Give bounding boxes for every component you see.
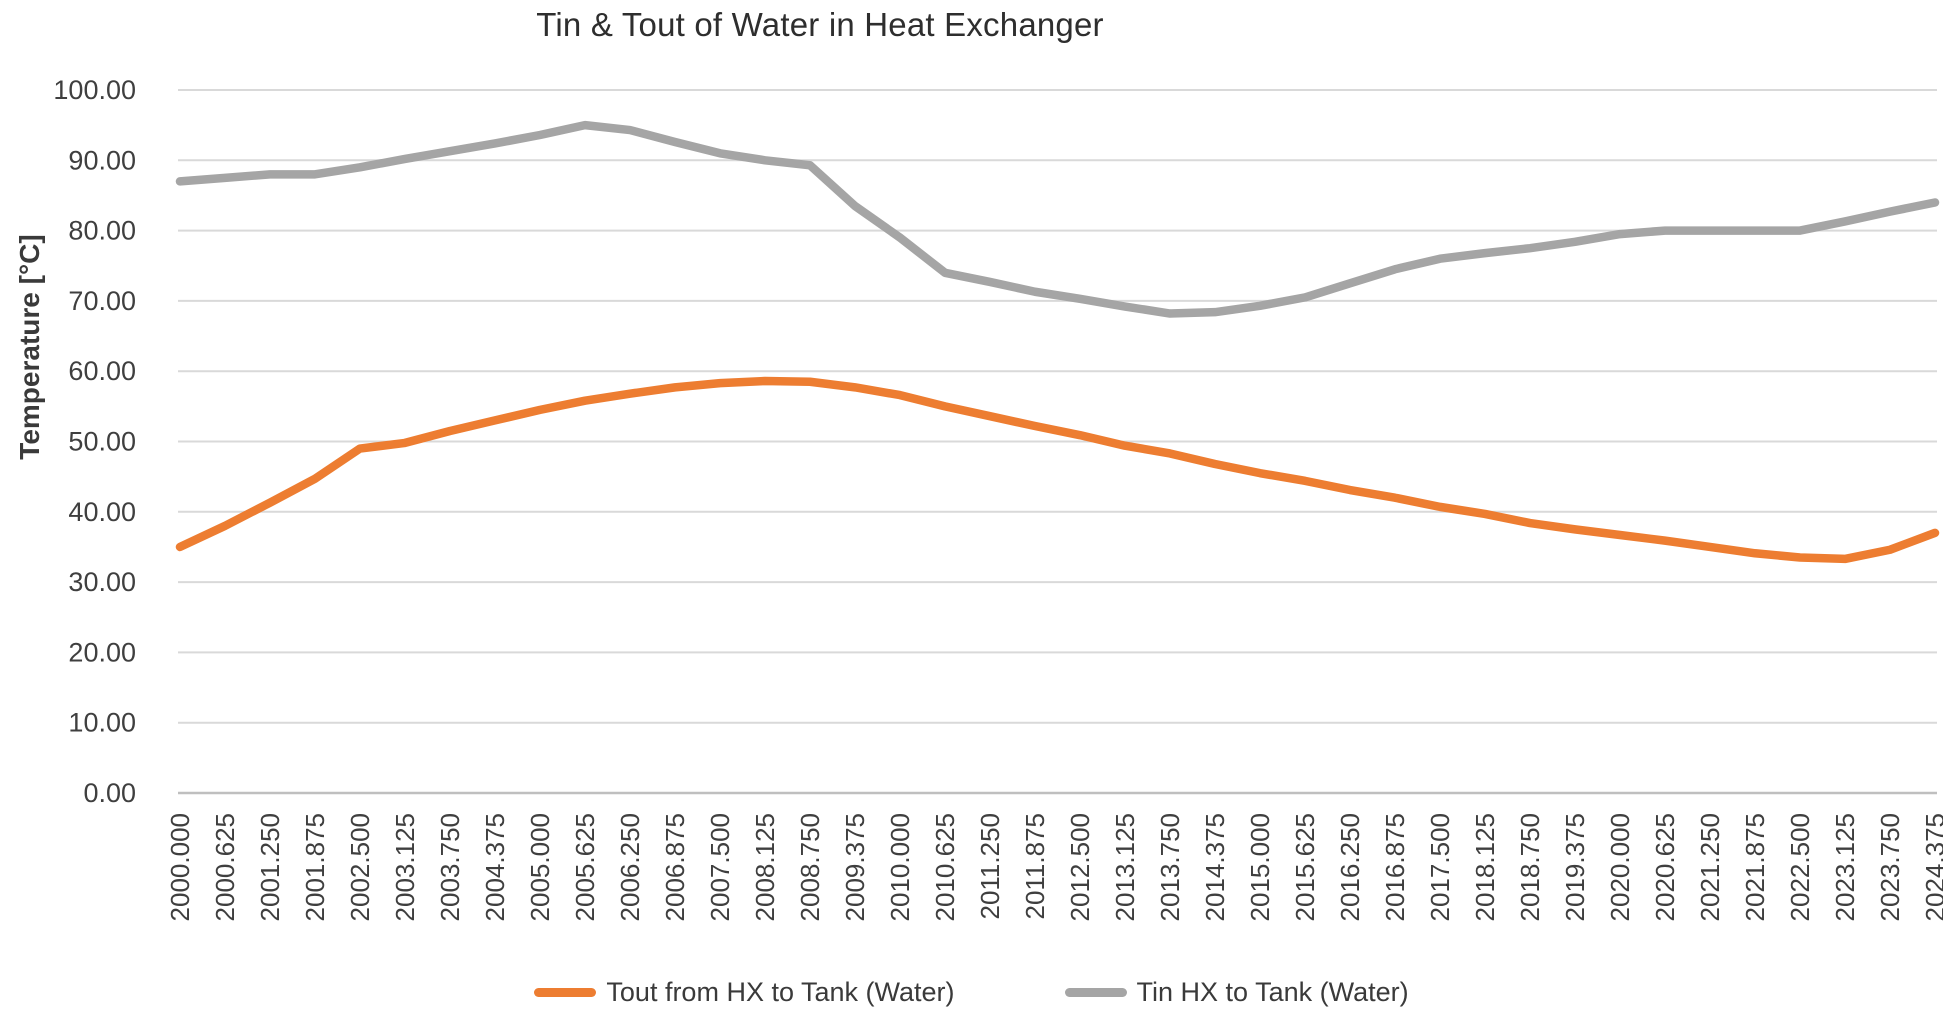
x-tick-label: 2017.500 [1425,813,1455,921]
legend-swatch-tin [1064,988,1127,997]
x-tick-label: 2007.500 [705,813,735,921]
y-tick-label: 50.00 [68,427,136,457]
x-tick-label: 2019.375 [1560,813,1590,921]
chart-title: Tin & Tout of Water in Heat Exchanger [536,6,1104,43]
x-tick-label: 2009.375 [840,813,870,921]
y-tick-label: 10.00 [68,708,136,738]
x-tick-label: 2002.500 [345,813,375,921]
x-tick-label: 2008.125 [750,813,780,921]
x-tick-label: 2003.750 [435,813,465,921]
y-tick-label: 30.00 [68,567,136,597]
y-tick-label: 90.00 [68,145,136,175]
x-tick-label: 2014.375 [1200,813,1230,921]
series-line-tout [175,376,1940,564]
x-tick-label: 2013.750 [1155,813,1185,921]
x-tick-label: 2001.250 [255,813,285,921]
x-tick-label: 2020.625 [1650,813,1680,921]
x-tick-label: 2018.750 [1515,813,1545,921]
y-tick-label: 60.00 [68,356,136,386]
chart-legend: Tout from HX to Tank (Water) Tin HX to Ta… [0,977,1943,1008]
x-tick-label: 2000.000 [165,813,195,921]
x-tick-label: 2022.500 [1785,813,1815,921]
y-tick-label: 100.00 [53,75,136,105]
y-tick-label: 80.00 [68,216,136,246]
x-tick-label: 2005.000 [525,813,555,921]
legend-label-tout: Tout from HX to Tank (Water) [606,977,955,1007]
legend-swatch-tout [534,988,597,997]
x-tick-label: 2018.125 [1470,813,1500,921]
y-tick-label: 70.00 [68,286,136,316]
x-tick-label: 2016.250 [1335,813,1365,921]
x-tick-label: 2008.750 [795,813,825,921]
x-tick-label: 2020.000 [1605,813,1635,921]
x-tick-label: 2004.375 [480,813,510,921]
x-tick-label: 2013.125 [1110,813,1140,921]
x-tick-label: 2001.875 [300,813,330,921]
legend-item-tout: Tout from HX to Tank (Water) [534,977,955,1008]
series-line-tin [175,120,1940,318]
x-tick-label: 2005.625 [570,813,600,921]
x-tick-label: 2011.875 [1020,813,1050,920]
y-tick-label: 20.00 [68,637,136,667]
legend-item-tin: Tin HX to Tank (Water) [1064,977,1409,1008]
legend-label-tin: Tin HX to Tank (Water) [1136,977,1409,1007]
x-tick-label: 2016.875 [1380,813,1410,921]
x-tick-label: 2021.250 [1695,813,1725,921]
x-tick-label: 2023.750 [1875,813,1905,921]
x-tick-label: 2010.000 [885,813,915,921]
x-tick-label: 2006.250 [615,813,645,921]
x-tick-label: 2023.125 [1830,813,1860,921]
x-tick-label: 2006.875 [660,813,690,921]
x-tick-label: 2015.000 [1245,813,1275,921]
x-tick-label: 2010.625 [930,813,960,921]
y-tick-label: 0.00 [83,778,136,808]
y-tick-label: 40.00 [68,497,136,527]
x-tick-label: 2000.625 [210,813,240,921]
x-tick-label: 2011.250 [975,813,1005,920]
x-tick-label: 2024.375 [1920,813,1943,921]
x-tick-label: 2021.875 [1740,813,1770,921]
x-tick-label: 2015.625 [1290,813,1320,921]
x-tick-label: 2012.500 [1065,813,1095,921]
x-tick-label: 2003.125 [390,813,420,921]
